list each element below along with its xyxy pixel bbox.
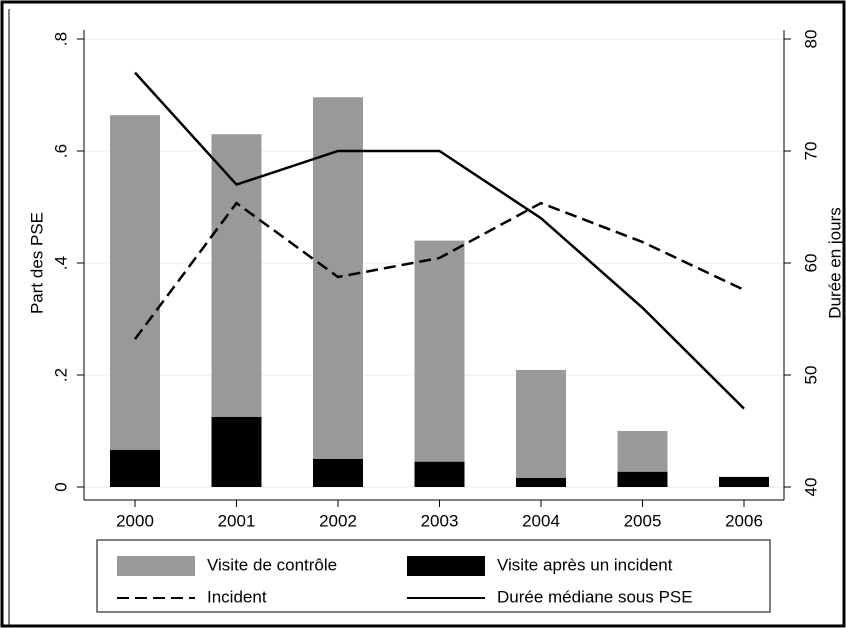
bar (414, 461, 465, 487)
y2-tick-label: 40 (801, 478, 820, 497)
y2-tick-label: 70 (801, 142, 820, 161)
legend-label: Visite après un incident (497, 555, 673, 574)
x-tick-label: 2003 (421, 511, 459, 530)
bar (313, 97, 363, 488)
y2-tick-label: 80 (801, 30, 820, 49)
y-axis-title: Part des PSE (27, 212, 46, 314)
y2-tick-label: 50 (801, 366, 820, 385)
line (134, 71, 745, 410)
legend-swatch (117, 556, 195, 576)
bar (313, 459, 363, 487)
bar (211, 417, 262, 487)
x-tick-label: 2004 (522, 511, 560, 530)
y-tick-label: 0 (51, 482, 70, 491)
x-tick-label: 2005 (624, 511, 662, 530)
legend-swatch (407, 556, 485, 576)
legend-label: Visite de contrôle (207, 555, 337, 574)
legend-label: Durée médiane sous PSE (497, 587, 693, 606)
bar (617, 471, 668, 487)
bar (516, 478, 566, 487)
bar (516, 369, 566, 487)
x-tick-label: 2006 (725, 511, 763, 530)
y-tick-label: .6 (51, 144, 70, 158)
x-tick-label: 2000 (116, 511, 154, 530)
line (133, 201, 745, 340)
bar (110, 450, 160, 487)
y-tick-label: .4 (51, 256, 70, 270)
x-tick-label: 2002 (319, 511, 357, 530)
bar (719, 476, 769, 487)
bar (414, 240, 465, 487)
y-tick-label: .8 (51, 32, 70, 46)
x-tick-label: 2001 (218, 511, 256, 530)
bar (110, 115, 160, 487)
legend-label: Incident (207, 587, 267, 606)
y-tick-label: .2 (51, 368, 70, 382)
y2-tick-label: 60 (801, 254, 820, 273)
y2-axis-title: Durée en jours (825, 207, 844, 319)
